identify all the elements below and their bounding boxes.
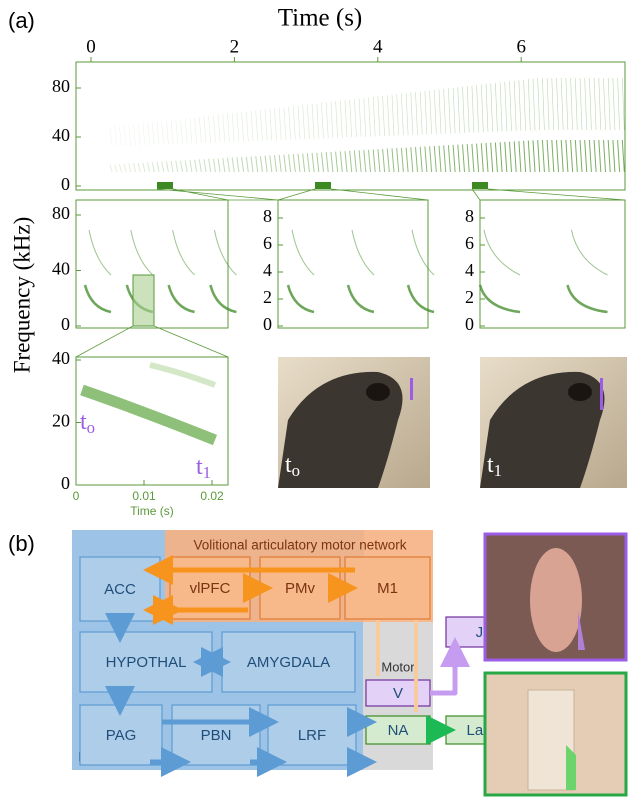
region-label: Volitional articulatory motor network [193,538,406,553]
time-mark-sub: 1 [203,463,211,482]
tick-label: 0 [61,473,70,493]
tick-label: 2 [465,287,474,307]
tick-label: 0 [263,314,272,334]
node-label: ACC [104,581,136,598]
zoom-line [472,189,625,200]
node-label: LRF [298,727,326,744]
zoom-line [278,189,428,200]
jaw-bar [410,378,413,400]
zoom-marker [472,182,488,189]
node-label: vlPFC [190,580,231,597]
tick-label: 0 [61,174,70,194]
node-label: V [393,685,403,702]
tick-label: 8 [263,206,272,226]
axis-title: Frequency (kHz) [9,217,34,373]
jaw-bar [600,378,603,410]
zoom-marker [315,182,331,189]
axis-title: Time (s) [278,5,363,32]
tick-label: 8 [465,206,474,226]
panel-label: (a) [8,8,35,33]
node-label: PBN [201,727,232,744]
region-label: Motor [381,659,415,674]
tick-label: 0 [465,314,474,334]
figure: (a)Time (s)0246Frequency (kHz)0408004080… [0,0,629,798]
tick-label: 0 [86,36,96,57]
tick-label: 6 [263,233,272,253]
tick-label: 4 [465,260,474,280]
axis-title: Time (s) [130,504,174,518]
node-label: PMv [285,580,316,597]
node-label: HYPOTHAL [106,654,187,671]
tick-label: 6 [465,233,474,253]
time-mark-sub: 1 [494,461,502,480]
node-label: NA [388,722,409,739]
tick-label: 80 [52,76,70,96]
node-label: AMYGDALA [247,654,330,671]
node-label: PAG [106,727,137,744]
time-mark-sub: o [292,461,300,480]
plot-frame [278,200,428,328]
tick-label: 0 [61,314,70,334]
tick-label: 0.01 [132,489,156,503]
tick-label: 0 [73,489,80,503]
mouth [568,383,592,401]
tick-label: 2 [230,36,240,57]
tick-label: 80 [52,203,70,223]
tick-label: 40 [52,125,70,145]
node-label: M1 [377,580,398,597]
muscle [530,548,582,652]
zoom-line [157,189,278,200]
tick-label: 2 [263,287,272,307]
panel-label: (b) [8,531,35,556]
selection [133,275,154,326]
tick-label: 0.02 [200,489,224,503]
tick-label: 6 [516,36,526,57]
tick-label: 20 [52,411,70,431]
content: (a)Time (s)0246Frequency (kHz)0408004080… [8,5,629,795]
tick-label: 40 [52,348,70,368]
time-mark-sub: o [87,418,95,437]
tick-label: 4 [373,36,383,57]
zoom-line [76,326,228,357]
arrow [430,652,455,693]
mouth [366,383,390,401]
zoom-marker [157,182,173,189]
tick-label: 4 [263,260,272,280]
tick-label: 40 [52,259,70,279]
